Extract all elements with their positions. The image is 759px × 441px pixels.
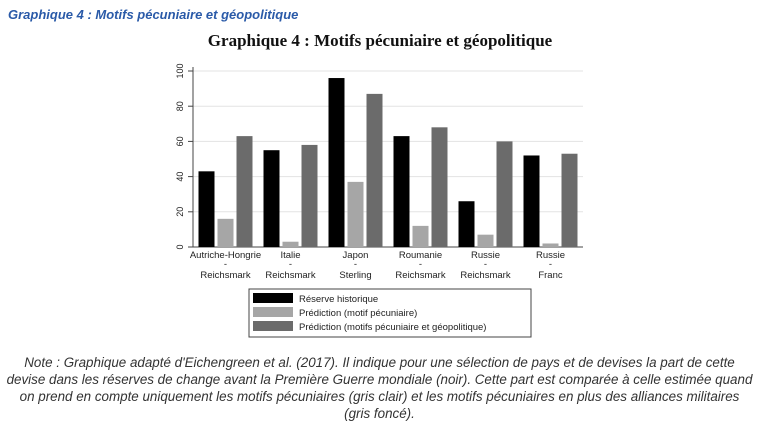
bar [328,78,345,247]
bar [561,153,578,247]
bar [236,136,253,247]
x-category-label: Roumanie -Reichsmark [395,250,445,281]
bar-chart: Graphique 4 : Motifs pécuniaire et géopo… [175,31,583,338]
bar [347,181,364,247]
chart-title: Graphique 4 : Motifs pécuniaire et géopo… [208,31,553,50]
bar [542,243,559,247]
bar [477,234,494,247]
bar [431,127,448,247]
x-category-label: Italie -Reichsmark [265,250,315,281]
legend-swatch [253,307,293,317]
bar [393,136,410,247]
x-category-label: Russie -Reichsmark [460,250,510,281]
x-category-label: Autriche-Hongrie -Reichsmark [190,250,261,281]
bar [282,241,299,247]
bar [496,141,513,247]
bar [523,155,540,247]
legend-swatch [253,293,293,303]
y-tick-label: 0 [175,244,185,249]
y-tick-label: 40 [175,172,185,182]
bar [301,144,318,247]
bar [217,218,234,247]
legend-swatch [253,321,293,331]
figure-note: Note : Graphique adapté d'Eichengreen et… [6,355,753,421]
y-tick-label: 100 [175,63,185,78]
figure-caption: Graphique 4 : Motifs pécuniaire et géopo… [8,7,299,22]
y-tick-label: 20 [175,207,185,217]
bar [263,150,280,247]
legend-label: Réserve historique [299,294,378,305]
bar [458,201,475,247]
x-category-label: Japon -Sterling [339,250,371,281]
bar [198,171,215,247]
y-tick-label: 80 [175,101,185,111]
bar [366,93,383,247]
legend-box [248,288,532,338]
bars [198,78,578,247]
legend: Réserve historique Prédiction (motif pécu… [248,288,532,338]
y-axis: 0 20 40 60 80 100 [175,63,583,250]
bar [412,225,429,247]
legend-label: Prédiction (motifs pécuniaire et géopoli… [299,322,486,333]
x-category-label: Russie -Franc [536,250,565,281]
y-tick-label: 60 [175,136,185,146]
legend-label: Prédiction (motif pécuniaire) [299,308,417,319]
